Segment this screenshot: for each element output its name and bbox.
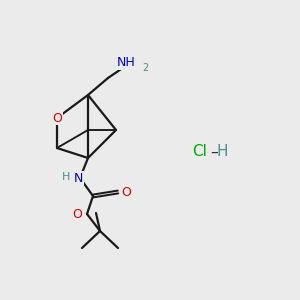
Text: O: O <box>121 185 131 199</box>
Text: H: H <box>216 145 228 160</box>
Text: NH: NH <box>117 56 136 70</box>
Text: H: H <box>62 172 70 182</box>
Text: –: – <box>210 145 218 160</box>
Text: Cl: Cl <box>193 145 207 160</box>
Text: O: O <box>72 208 82 220</box>
Text: O: O <box>52 112 62 124</box>
Text: N: N <box>73 172 83 184</box>
Text: 2: 2 <box>142 63 148 73</box>
